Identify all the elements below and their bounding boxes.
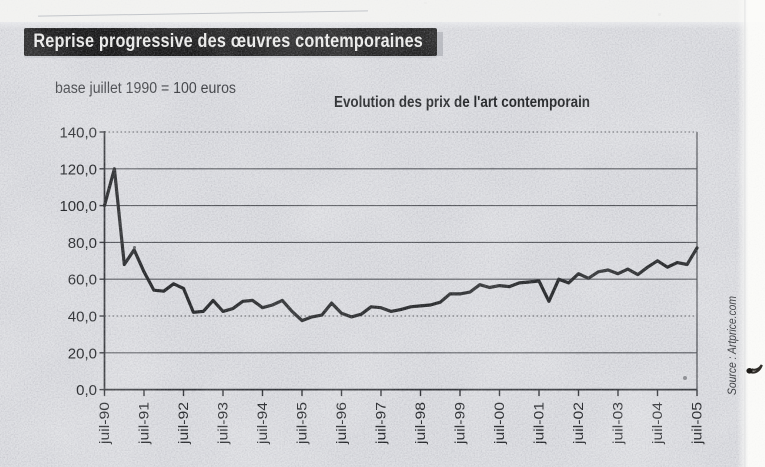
gridlines	[104, 131, 697, 354]
y-axis-label: 60,0	[68, 272, 97, 289]
x-axis-label: juil-05	[690, 402, 705, 445]
y-axis-label: 120,0	[59, 161, 97, 178]
y-axis-label: 140,0	[59, 125, 97, 142]
x-axis-label: juil-99	[453, 402, 468, 445]
y-axis-label: 0,0	[76, 382, 97, 399]
x-axis-label: juil-92	[176, 402, 191, 445]
axis-labels: 140,0120,0100,080,060,040,020,00,0juil-9…	[59, 125, 704, 446]
x-axis-label: juil-97	[374, 402, 389, 445]
scan-speck	[424, 2, 427, 4]
x-axis-label: juil-00	[492, 402, 507, 445]
x-axis-label: juil-90	[97, 402, 112, 445]
chart-title: Evolution des prix de l'art contemporain	[334, 94, 590, 111]
y-axis-label: 100,0	[59, 198, 97, 215]
x-axis-label: juil-95	[295, 402, 310, 445]
y-axis-label: 40,0	[68, 309, 97, 326]
scan-speck	[683, 376, 687, 380]
x-axis-label: juil-91	[137, 402, 152, 445]
x-axis-label: juil-94	[255, 401, 270, 445]
x-axis-label: juil-96	[334, 402, 349, 445]
x-axis-label: juil-03	[611, 402, 626, 445]
axes	[99, 131, 698, 397]
scan-speck	[133, 246, 136, 249]
price-index-line	[102, 167, 699, 323]
x-axis-label: juil-01	[532, 402, 547, 445]
x-axis-label: juil-04	[650, 401, 665, 445]
y-axis-label: 80,0	[68, 235, 97, 252]
y-axis-label: 20,0	[68, 345, 97, 362]
source-credit: Source : Artprice.com	[727, 296, 739, 395]
scan-speck	[658, 13, 661, 16]
x-axis-label: juil-93	[216, 402, 231, 445]
x-axis-label: juil-02	[571, 402, 586, 445]
price-line-series	[102, 167, 699, 323]
chart-base-note: base juillet 1990 = 100 euros	[55, 80, 236, 97]
x-axis-label: juil-98	[413, 402, 428, 445]
